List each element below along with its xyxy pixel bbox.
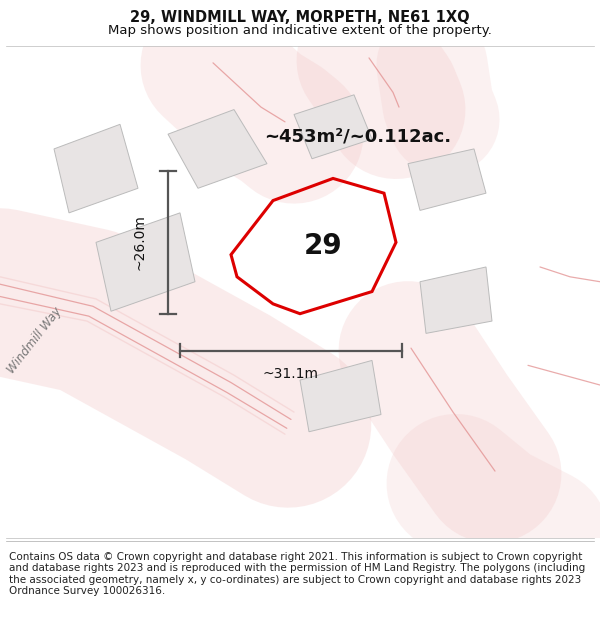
Polygon shape <box>300 361 381 432</box>
Text: 29, WINDMILL WAY, MORPETH, NE61 1XQ: 29, WINDMILL WAY, MORPETH, NE61 1XQ <box>130 10 470 25</box>
Text: ~453m²/~0.112ac.: ~453m²/~0.112ac. <box>264 127 451 146</box>
Polygon shape <box>294 95 372 159</box>
Polygon shape <box>54 124 138 213</box>
Text: 29: 29 <box>304 232 343 259</box>
Text: Contains OS data © Crown copyright and database right 2021. This information is : Contains OS data © Crown copyright and d… <box>9 551 585 596</box>
Polygon shape <box>420 267 492 333</box>
Text: ~31.1m: ~31.1m <box>263 368 319 381</box>
Text: Windmill Way: Windmill Way <box>5 305 65 376</box>
Text: ~26.0m: ~26.0m <box>132 214 146 270</box>
Text: Map shows position and indicative extent of the property.: Map shows position and indicative extent… <box>108 24 492 38</box>
Polygon shape <box>168 109 267 188</box>
Polygon shape <box>96 213 195 311</box>
Polygon shape <box>408 149 486 211</box>
